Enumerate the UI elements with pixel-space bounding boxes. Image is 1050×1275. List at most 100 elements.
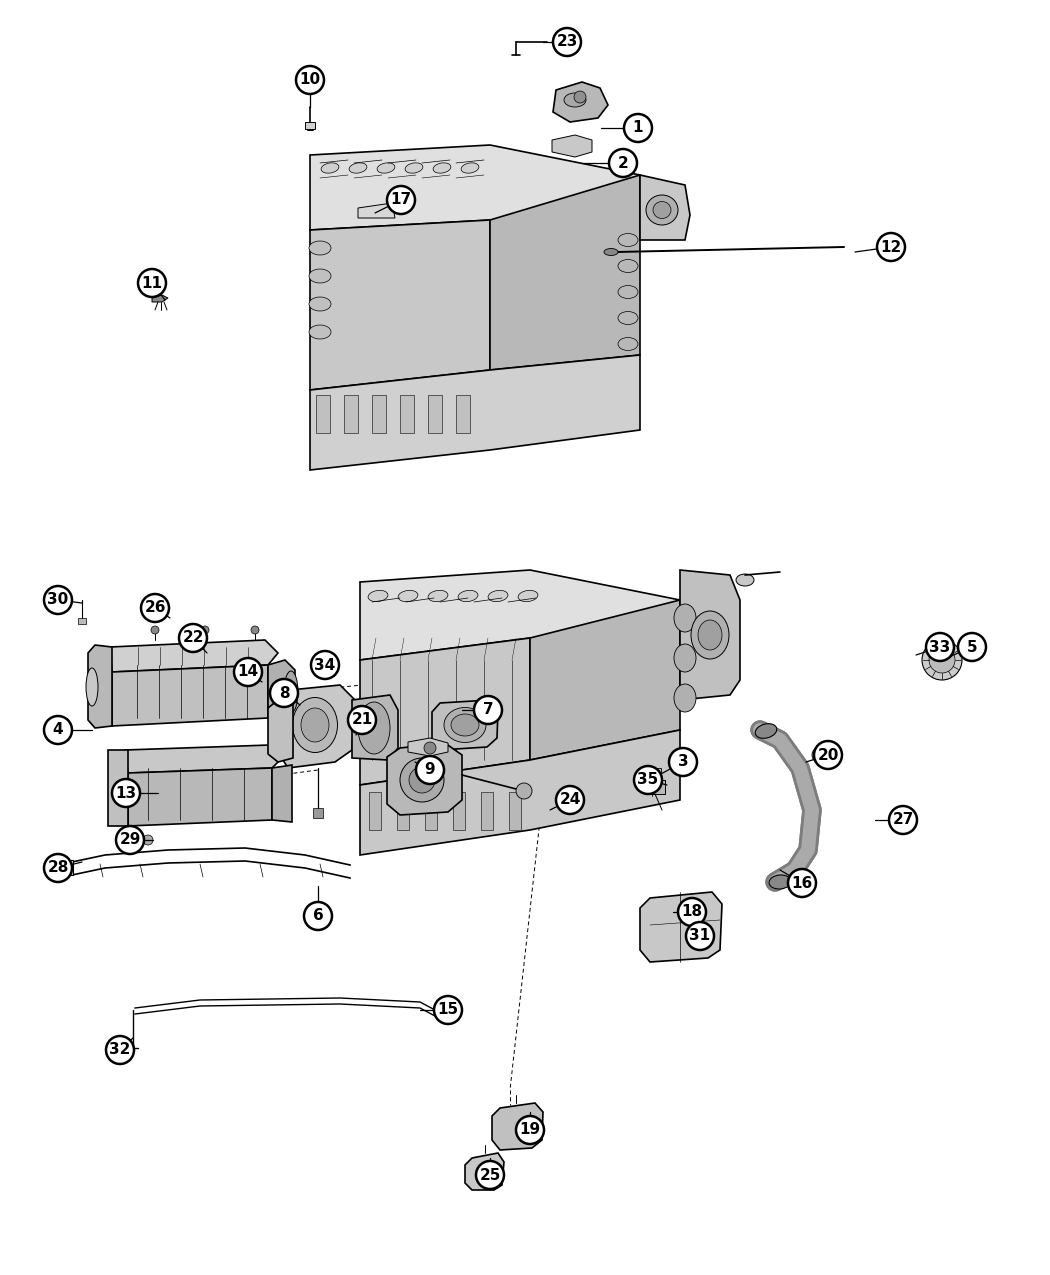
Polygon shape	[112, 666, 268, 725]
Text: 13: 13	[116, 785, 136, 801]
Circle shape	[669, 748, 697, 776]
Ellipse shape	[405, 163, 423, 173]
Ellipse shape	[86, 668, 98, 706]
Circle shape	[624, 113, 652, 142]
Ellipse shape	[698, 620, 722, 650]
Text: 31: 31	[690, 928, 711, 944]
Circle shape	[812, 747, 828, 762]
Text: 3: 3	[677, 755, 689, 770]
Ellipse shape	[284, 671, 298, 713]
Circle shape	[609, 149, 637, 177]
Polygon shape	[387, 743, 462, 815]
Polygon shape	[408, 738, 448, 756]
Text: 23: 23	[556, 34, 578, 50]
Ellipse shape	[458, 590, 478, 602]
Circle shape	[138, 269, 166, 297]
Text: 18: 18	[681, 904, 702, 919]
Circle shape	[151, 626, 159, 634]
Circle shape	[416, 756, 444, 784]
Bar	[313, 808, 323, 819]
Text: 33: 33	[929, 640, 950, 654]
Circle shape	[574, 91, 586, 103]
Polygon shape	[125, 745, 282, 773]
Circle shape	[516, 1116, 544, 1144]
Bar	[453, 792, 465, 830]
Ellipse shape	[604, 249, 618, 255]
Circle shape	[270, 680, 298, 708]
Text: 5: 5	[967, 640, 978, 654]
Polygon shape	[360, 638, 530, 785]
Ellipse shape	[518, 590, 538, 602]
Ellipse shape	[301, 708, 329, 742]
Text: 16: 16	[792, 876, 813, 890]
Bar	[428, 395, 442, 434]
Text: 32: 32	[109, 1043, 130, 1057]
Polygon shape	[552, 135, 592, 157]
Text: 19: 19	[520, 1122, 541, 1137]
Text: 28: 28	[47, 861, 68, 876]
Circle shape	[44, 717, 72, 745]
Text: 25: 25	[479, 1168, 501, 1182]
Text: 24: 24	[560, 793, 581, 807]
Polygon shape	[268, 660, 295, 720]
Ellipse shape	[488, 590, 508, 602]
Ellipse shape	[433, 163, 450, 173]
Text: 20: 20	[817, 747, 839, 762]
Ellipse shape	[618, 311, 638, 325]
Ellipse shape	[377, 163, 395, 173]
Polygon shape	[152, 295, 168, 302]
Polygon shape	[310, 145, 640, 230]
Ellipse shape	[618, 260, 638, 273]
Circle shape	[424, 742, 436, 754]
Circle shape	[476, 1162, 504, 1190]
Circle shape	[474, 696, 502, 724]
Bar	[369, 792, 381, 830]
Bar	[372, 395, 386, 434]
Polygon shape	[492, 1103, 543, 1150]
Polygon shape	[360, 731, 680, 856]
Text: 11: 11	[142, 275, 163, 291]
Circle shape	[387, 186, 415, 214]
Text: 10: 10	[299, 73, 320, 88]
Bar	[425, 792, 437, 830]
Ellipse shape	[461, 163, 479, 173]
Circle shape	[929, 646, 956, 673]
Circle shape	[304, 901, 332, 929]
Ellipse shape	[398, 590, 418, 602]
Circle shape	[296, 66, 324, 94]
Ellipse shape	[309, 241, 331, 255]
Polygon shape	[352, 695, 398, 760]
Circle shape	[553, 28, 581, 56]
Text: 34: 34	[314, 658, 336, 672]
Circle shape	[410, 768, 435, 793]
Bar	[509, 792, 521, 830]
Circle shape	[44, 854, 72, 882]
Text: 22: 22	[183, 631, 204, 645]
Ellipse shape	[358, 703, 390, 754]
Ellipse shape	[618, 233, 638, 246]
Circle shape	[311, 652, 339, 680]
Ellipse shape	[769, 875, 791, 889]
Text: 27: 27	[892, 812, 914, 827]
Polygon shape	[360, 570, 680, 660]
Polygon shape	[530, 601, 680, 760]
Bar	[304, 122, 315, 129]
Text: 15: 15	[438, 1002, 459, 1017]
Polygon shape	[272, 765, 292, 822]
Circle shape	[889, 806, 917, 834]
Text: 21: 21	[352, 713, 373, 728]
Ellipse shape	[755, 724, 777, 738]
Ellipse shape	[674, 644, 696, 672]
Polygon shape	[128, 768, 272, 826]
Circle shape	[251, 626, 259, 634]
Bar	[344, 395, 358, 434]
Polygon shape	[680, 570, 740, 700]
Polygon shape	[432, 700, 498, 750]
Circle shape	[686, 922, 714, 950]
Text: 9: 9	[424, 762, 436, 778]
Ellipse shape	[618, 286, 638, 298]
Ellipse shape	[452, 714, 479, 736]
Bar	[456, 395, 470, 434]
Polygon shape	[278, 685, 355, 768]
Text: 8: 8	[278, 686, 290, 700]
